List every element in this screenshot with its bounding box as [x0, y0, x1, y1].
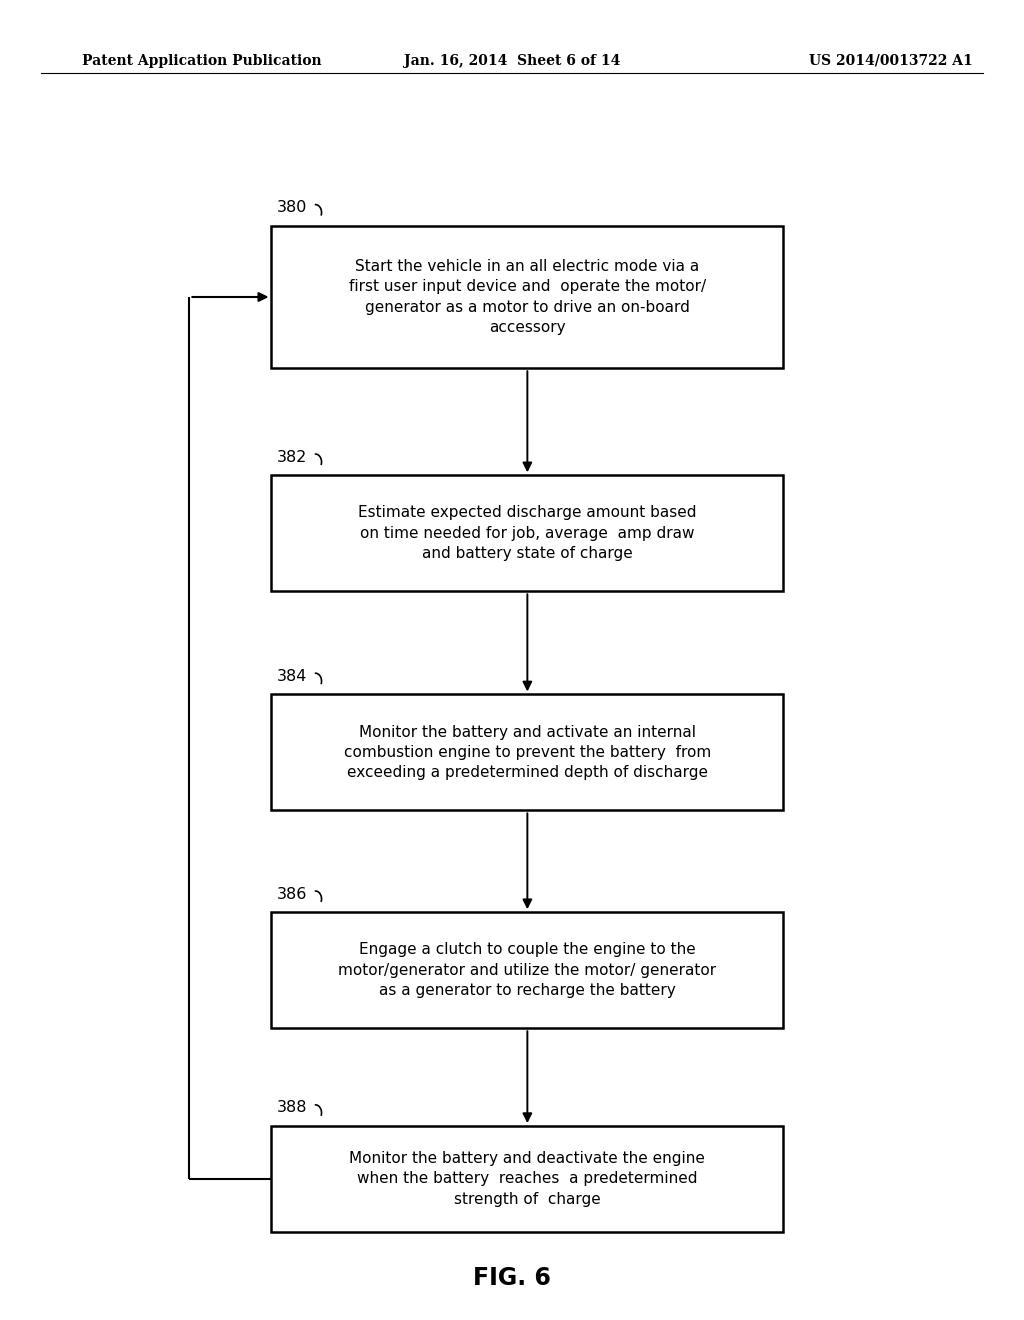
- Text: Patent Application Publication: Patent Application Publication: [82, 54, 322, 67]
- Text: 380: 380: [276, 201, 307, 215]
- Text: 386: 386: [276, 887, 307, 902]
- Text: Jan. 16, 2014  Sheet 6 of 14: Jan. 16, 2014 Sheet 6 of 14: [403, 54, 621, 67]
- Text: 382: 382: [276, 450, 307, 465]
- Bar: [271, 694, 783, 810]
- Text: US 2014/0013722 A1: US 2014/0013722 A1: [809, 54, 973, 67]
- Bar: [271, 1126, 783, 1232]
- Bar: [271, 912, 783, 1028]
- Text: Estimate expected discharge amount based
on time needed for job, average  amp dr: Estimate expected discharge amount based…: [358, 506, 696, 561]
- Text: Monitor the battery and activate an internal
combustion engine to prevent the ba: Monitor the battery and activate an inte…: [344, 725, 711, 780]
- Text: 388: 388: [276, 1101, 307, 1115]
- Bar: [271, 475, 783, 591]
- Text: FIG. 6: FIG. 6: [473, 1266, 551, 1290]
- Text: Engage a clutch to couple the engine to the
motor/generator and utilize the moto: Engage a clutch to couple the engine to …: [338, 942, 717, 998]
- Bar: [271, 226, 783, 368]
- Text: Monitor the battery and deactivate the engine
when the battery  reaches  a prede: Monitor the battery and deactivate the e…: [349, 1151, 706, 1206]
- Text: 384: 384: [276, 669, 307, 684]
- Text: Start the vehicle in an all electric mode via a
first user input device and  ope: Start the vehicle in an all electric mod…: [349, 259, 706, 335]
